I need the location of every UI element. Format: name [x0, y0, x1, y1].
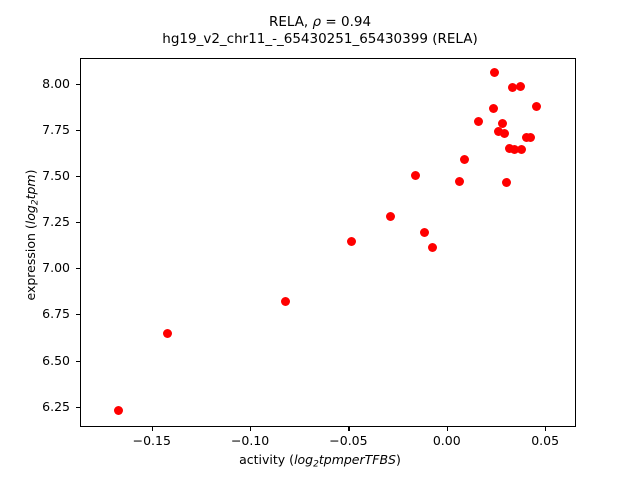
y-tick-mark: [76, 222, 80, 224]
scatter-point: [507, 82, 517, 92]
y-tick-label: 7.00: [42, 260, 70, 276]
title-gene-label: RELA,: [268, 14, 313, 30]
scatter-point: [455, 177, 465, 187]
y-axis-label-prefix: expression (: [23, 224, 38, 301]
scatter-point: [427, 242, 437, 252]
x-tick-label: 0.05: [531, 433, 560, 448]
plot-title: RELA, ρ = 0.94 hg19_v2_chr11_-_65430251_…: [0, 14, 640, 48]
scatter-point: [525, 133, 535, 143]
y-tick-label: 7.75: [42, 121, 70, 137]
scatter-point: [490, 68, 500, 78]
y-tick-label: 6.25: [42, 398, 70, 414]
title-line-2: hg19_v2_chr11_-_65430251_65430399 (RELA): [162, 31, 478, 47]
scatter-point: [489, 104, 499, 114]
x-axis-label-suffix: ): [395, 452, 401, 467]
scatter-point: [517, 144, 527, 154]
x-axis-label-prefix: activity (: [239, 452, 295, 467]
y-tick-mark: [76, 83, 80, 85]
scatter-point: [386, 211, 396, 221]
scatter-point: [501, 177, 511, 187]
title-line-1: RELA, ρ = 0.94: [0, 14, 640, 31]
y-axis-label: expression (log2tpm): [23, 55, 41, 415]
scatter-point: [509, 145, 519, 155]
scatter-point: [515, 82, 525, 92]
x-tick-mark: [446, 427, 448, 431]
x-tick-mark: [151, 427, 153, 431]
y-tick-mark: [76, 268, 80, 270]
x-axis-label: activity (log2tpmperTFBS): [0, 452, 640, 469]
x-axis-label-math: log: [294, 452, 314, 467]
scatter-point: [163, 328, 173, 338]
scatter-point: [505, 144, 515, 154]
y-axis-label-sub: 2: [30, 199, 41, 206]
title-rho-symbol: ρ: [312, 14, 322, 30]
scatter-point: [113, 405, 123, 415]
y-tick-mark: [76, 314, 80, 316]
scatter-point: [346, 236, 356, 246]
plot-axes-frame: [80, 58, 576, 427]
y-axis-label-suffix: ): [23, 169, 38, 175]
scatter-points-layer: [81, 59, 575, 426]
y-tick-label: 6.50: [42, 352, 70, 368]
scatter-point: [497, 119, 507, 129]
x-tick-label: 0.00: [432, 433, 461, 448]
x-tick-mark: [545, 427, 547, 431]
x-tick-mark: [348, 427, 350, 431]
scatter-point: [500, 129, 510, 139]
y-tick-mark: [76, 406, 80, 408]
scatter-point: [281, 296, 291, 306]
scatter-point: [531, 102, 541, 112]
title-rho-value: = 0.94: [321, 14, 372, 30]
y-tick-mark: [76, 129, 80, 132]
y-axis-label-math: log: [23, 205, 38, 225]
x-tick-label: −0.05: [329, 433, 368, 448]
y-tick-mark: [76, 360, 80, 362]
y-tick-label: 6.75: [42, 306, 70, 322]
x-tick-label: −0.10: [230, 433, 270, 448]
scatter-point: [420, 227, 430, 237]
y-axis-label-math-tail: tpm: [23, 174, 38, 200]
x-tick-label: −0.15: [132, 433, 171, 448]
x-axis-label-math-tail: tpmperTFBS: [318, 452, 396, 467]
y-tick-mark: [76, 176, 80, 178]
scatter-point: [473, 117, 483, 127]
scatter-point: [494, 127, 504, 137]
scatter-point: [411, 170, 421, 180]
y-tick-label: 8.00: [42, 75, 70, 91]
y-tick-label: 7.25: [42, 214, 70, 230]
x-axis-label-sub: 2: [313, 459, 319, 470]
x-tick-mark: [250, 427, 252, 431]
scatter-point: [460, 154, 469, 164]
y-tick-label: 7.50: [42, 168, 70, 184]
